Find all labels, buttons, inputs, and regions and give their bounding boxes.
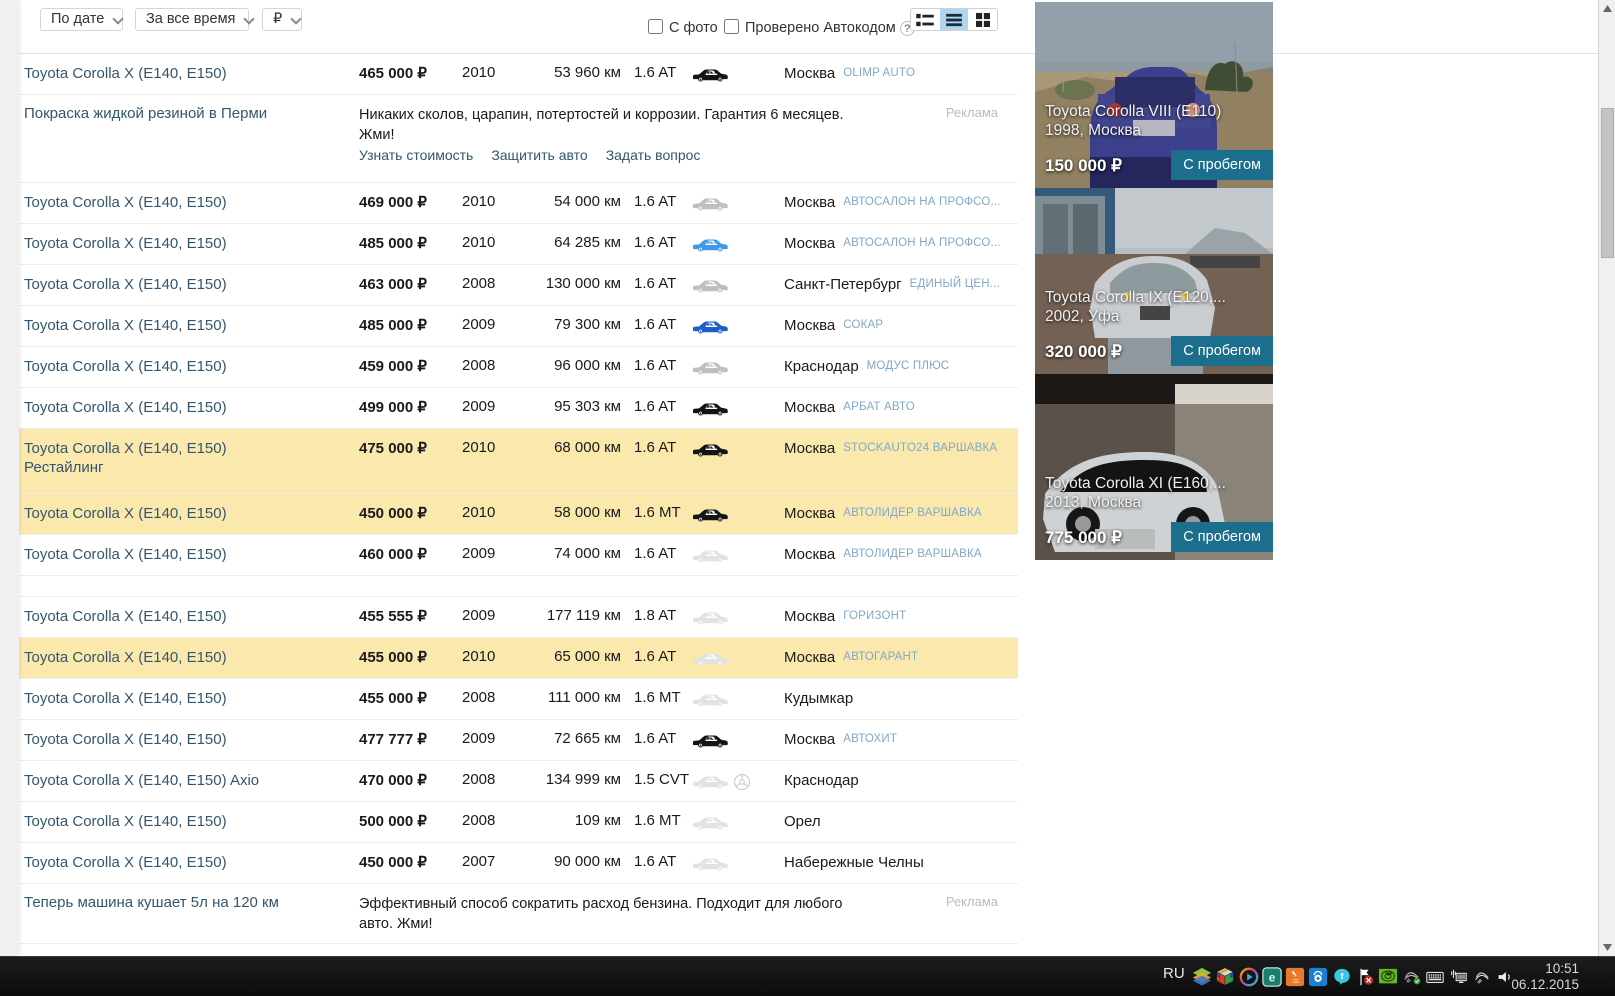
svg-text:e: e <box>1269 970 1276 984</box>
svg-text:f: f <box>1340 971 1343 981</box>
